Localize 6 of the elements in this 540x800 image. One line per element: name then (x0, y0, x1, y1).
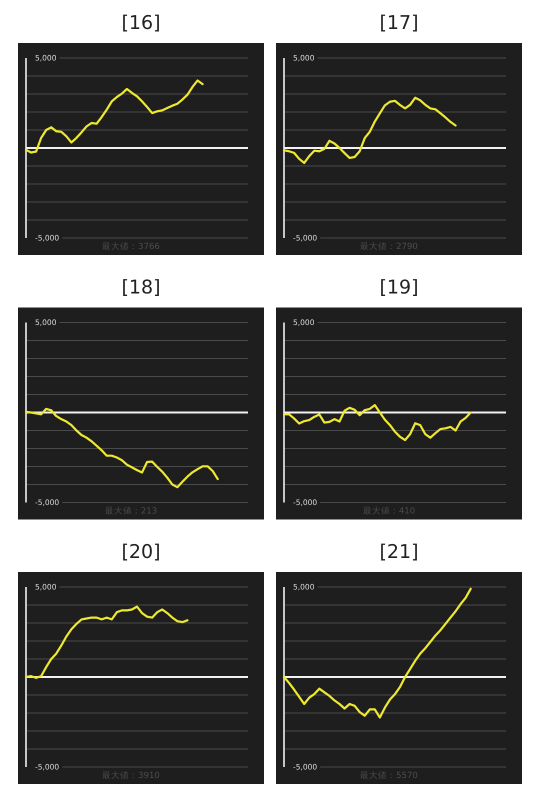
chart-title: [16] (121, 12, 161, 34)
chart-title: [20] (121, 541, 161, 563)
chart-title: [17] (379, 12, 419, 34)
chart-title: [21] (379, 541, 419, 563)
chart-title: [18] (121, 276, 161, 298)
chart-title: [19] (379, 276, 419, 298)
